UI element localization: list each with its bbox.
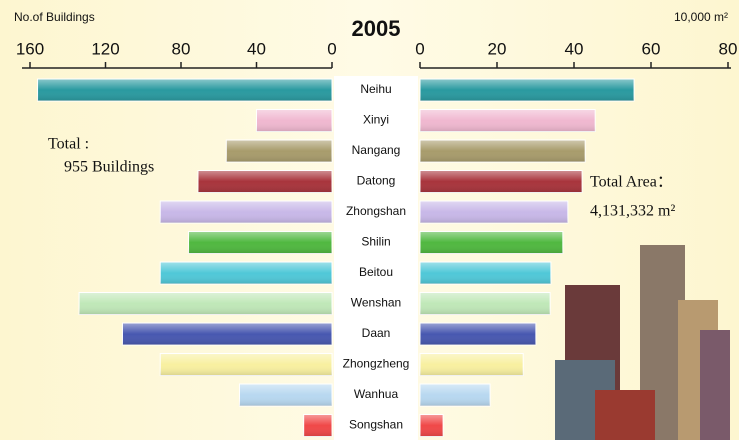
x-tick-label: 20 bbox=[488, 39, 507, 58]
bar bbox=[420, 384, 490, 406]
x-tick-label: 80 bbox=[719, 39, 738, 58]
bar bbox=[79, 293, 332, 315]
category-label: Nangang bbox=[352, 143, 401, 157]
x-tick-label: 40 bbox=[247, 39, 266, 58]
bar bbox=[420, 110, 595, 132]
bar bbox=[160, 354, 332, 376]
axis-label: 10,000 m² bbox=[674, 10, 728, 24]
bar bbox=[160, 201, 332, 223]
bar bbox=[420, 140, 585, 162]
bar bbox=[189, 232, 332, 254]
category-label: Xinyi bbox=[363, 113, 389, 127]
annotation: 955 Buildings bbox=[64, 159, 154, 176]
category-label: Wenshan bbox=[351, 296, 401, 310]
bar bbox=[420, 415, 443, 437]
bar bbox=[198, 171, 332, 193]
bar bbox=[257, 110, 333, 132]
bar bbox=[420, 79, 634, 101]
annotation: Total : bbox=[48, 136, 89, 153]
category-label: Shilin bbox=[361, 235, 390, 249]
x-tick-label: 120 bbox=[91, 39, 119, 58]
bar bbox=[122, 323, 332, 345]
category-label: Zhongzheng bbox=[343, 357, 410, 371]
bar bbox=[226, 140, 332, 162]
category-label: Neihu bbox=[360, 82, 391, 96]
x-tick-label: 160 bbox=[16, 39, 44, 58]
category-label: Daan bbox=[362, 326, 391, 340]
category-label: Beitou bbox=[359, 265, 393, 279]
bar bbox=[38, 79, 332, 101]
chart: 2005 No.of Buildings 10,000 m² Total : 9… bbox=[0, 0, 739, 440]
chart-title: 2005 bbox=[352, 16, 401, 41]
bar bbox=[240, 384, 332, 406]
category-label: Wanhua bbox=[354, 387, 399, 401]
page: {"chart_data": {"type": "butterfly-bar",… bbox=[0, 0, 739, 440]
annotation: 4,131,332 m² bbox=[590, 203, 675, 220]
bar bbox=[420, 354, 523, 376]
category-label: Zhongshan bbox=[346, 204, 406, 218]
x-tick-label: 40 bbox=[565, 39, 584, 58]
bar bbox=[160, 262, 332, 284]
axis-label: No.of Buildings bbox=[14, 10, 95, 24]
bar bbox=[420, 201, 568, 223]
x-tick-label: 0 bbox=[415, 39, 424, 58]
category-label: Datong bbox=[357, 174, 396, 188]
bar bbox=[420, 232, 563, 254]
bar bbox=[420, 262, 551, 284]
category-label: Songshan bbox=[349, 418, 403, 432]
bar bbox=[420, 171, 582, 193]
bar bbox=[420, 323, 536, 345]
x-tick-label: 60 bbox=[642, 39, 661, 58]
center-column bbox=[334, 76, 418, 440]
annotation: Total Area： bbox=[590, 174, 673, 191]
bar bbox=[304, 415, 332, 437]
x-tick-label: 80 bbox=[172, 39, 191, 58]
bar bbox=[420, 293, 550, 315]
x-tick-label: 0 bbox=[327, 39, 336, 58]
